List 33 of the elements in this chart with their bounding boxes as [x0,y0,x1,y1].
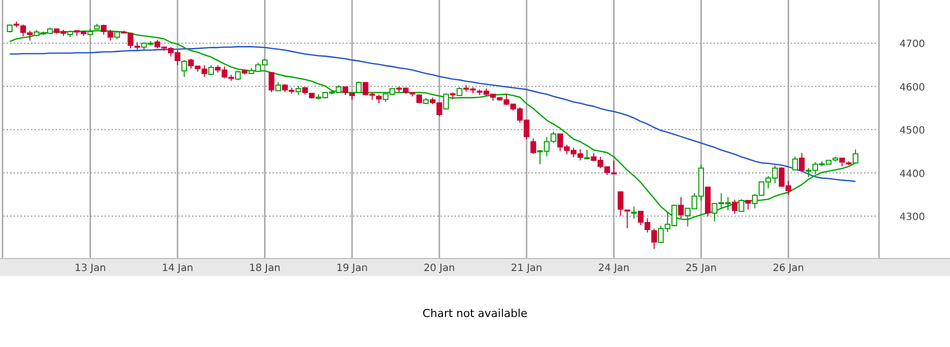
y-tick-label: 4300 [900,212,925,224]
x-tick-label: 25 Jan [685,263,717,274]
x-tick-label: 24 Jan [598,263,630,274]
x-tick-label: 18 Jan [249,263,280,274]
candlestick [651,228,657,250]
line-series [9,46,856,182]
candlestick [356,81,362,93]
candlestick [852,149,858,164]
x-tick-label: 21 Jan [510,263,542,274]
candlestick [618,191,624,216]
y-tick-label: 4400 [900,168,925,180]
x-tick-label: 13 Jan [74,263,106,274]
candlestick [745,200,751,210]
y-tick-label: 4600 [900,82,925,94]
candlestick [416,94,422,104]
candlestick [443,94,449,110]
x-tick-label: 20 Jan [424,263,455,274]
x-tick-label: 26 Jan [772,263,804,274]
x-tick-label: 14 Jan [162,263,194,274]
y-tick-label: 4700 [900,39,925,50]
candlestick [268,72,274,93]
candlestick [181,60,188,78]
candlestick [624,209,630,229]
y-tick-label: 4500 [900,126,925,137]
candlestick [678,196,684,219]
x-tick-label: 19 Jan [336,263,368,274]
candlestick [798,152,805,172]
candlestick [631,206,637,220]
candlestick [792,156,798,171]
text: Chart not available [422,307,528,320]
candlestick [738,198,744,212]
candlestick [732,199,738,214]
candlestick [530,138,536,154]
